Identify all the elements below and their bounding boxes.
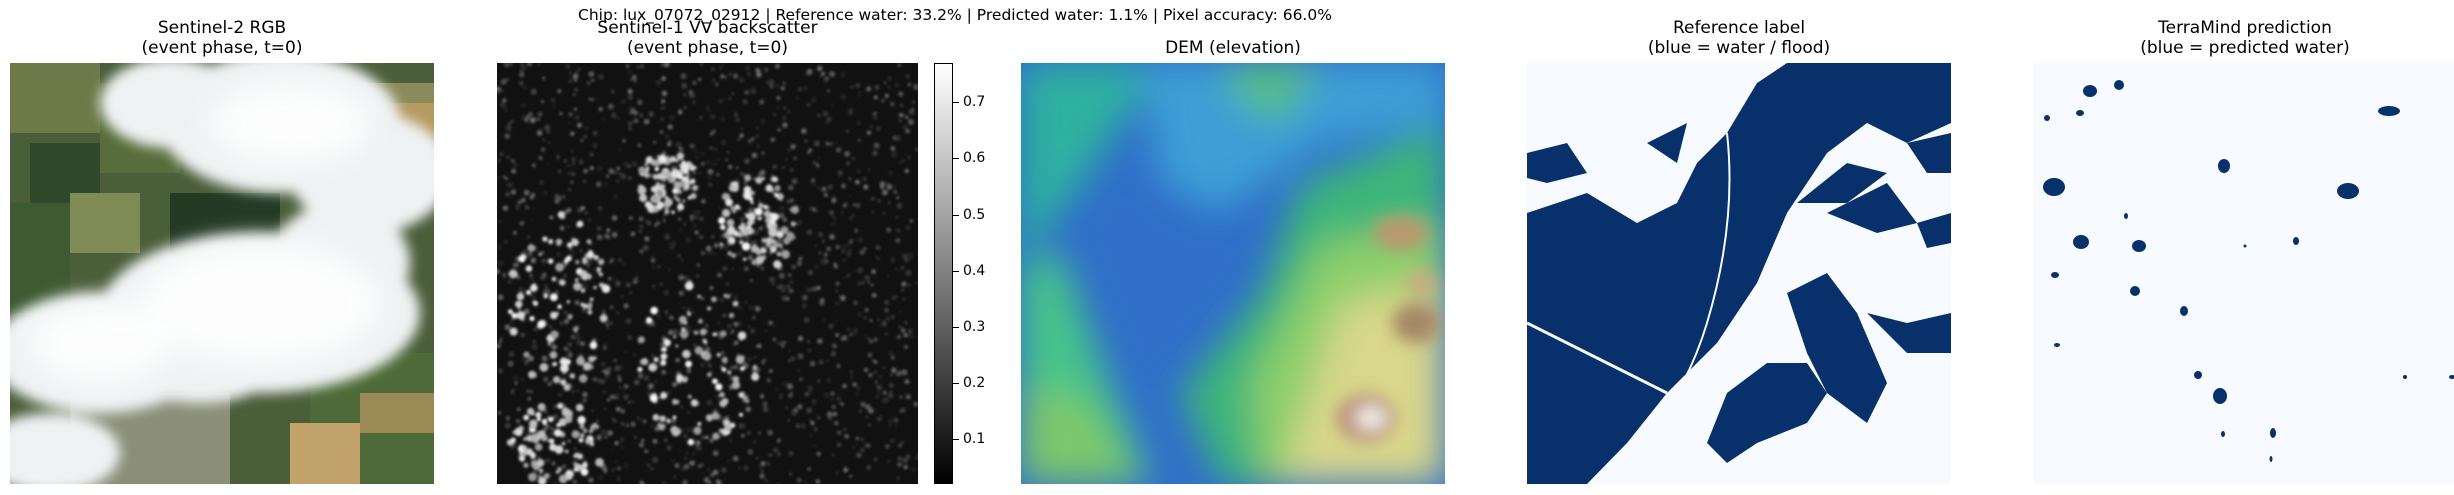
panel-title-dem: DEM (elevation)	[1021, 38, 1445, 58]
colorbar-tick-label: 0.1	[963, 431, 986, 448]
panel-title-prediction: TerraMind prediction (blue = predicted w…	[2033, 18, 2454, 58]
dem-elevation-image	[1021, 63, 1445, 484]
colorbar-tick-label: 0.5	[963, 206, 986, 223]
prediction-title: TerraMind prediction	[2158, 18, 2332, 38]
colorbar-tick-label: 0.7	[963, 94, 986, 111]
colorbar-tick-label: 0.3	[963, 318, 986, 335]
colorbar-tick-mark	[953, 382, 959, 384]
reference-label-mask	[1527, 63, 1951, 484]
colorbar-tick-mark	[953, 214, 959, 216]
reference-subtitle: (blue = water / flood)	[1647, 38, 1831, 58]
colorbar-tick-label: 0.2	[963, 374, 986, 391]
figure-summary: Chip: lux_07072_02912 | Reference water:…	[578, 6, 1332, 24]
panel-title-s1: Sentinel-1 VV backscatter (event phase, …	[497, 18, 918, 58]
colorbar-tick-mark	[953, 102, 959, 104]
prediction-mask	[2033, 63, 2454, 484]
sentinel2-rgb-image	[10, 63, 434, 484]
colorbar-tick-mark	[953, 270, 959, 272]
colorbar-tick-mark	[953, 158, 959, 160]
panel-title-s2: Sentinel-2 RGB (event phase, t=0)	[10, 18, 434, 58]
colorbar-tick-mark	[953, 439, 959, 441]
s2-title: Sentinel-2 RGB	[157, 18, 287, 38]
prediction-subtitle: (blue = predicted water)	[2140, 38, 2350, 58]
s1-title: Sentinel-1 VV backscatter	[597, 18, 818, 38]
dem-title: DEM (elevation)	[1165, 38, 1301, 58]
reference-title: Reference label	[1672, 18, 1806, 38]
colorbar-tick-label: 0.6	[963, 150, 986, 167]
s1-subtitle: (event phase, t=0)	[627, 38, 788, 58]
panel-title-reference: Reference label (blue = water / flood)	[1527, 18, 1951, 58]
colorbar-tick-label: 0.4	[963, 262, 986, 279]
sentinel1-vv-image	[497, 63, 918, 484]
s2-subtitle: (event phase, t=0)	[141, 38, 303, 58]
backscatter-colorbar	[934, 63, 953, 484]
colorbar-tick-mark	[953, 326, 959, 328]
